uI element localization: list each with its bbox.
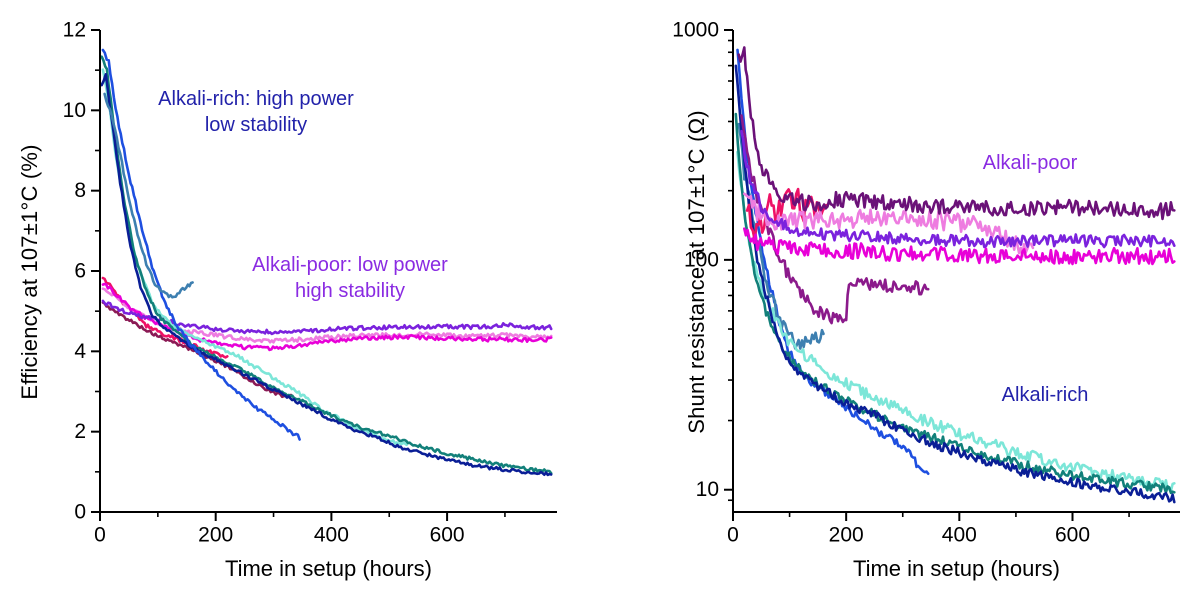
- svg-text:1000: 1000: [672, 19, 719, 42]
- svg-text:0: 0: [727, 523, 739, 545]
- annotation-alkali-rich-high-power: Alkali-rich: high power low stability: [158, 88, 354, 136]
- svg-text:6: 6: [74, 260, 86, 283]
- svg-text:600: 600: [1055, 523, 1090, 545]
- svg-text:4: 4: [74, 340, 86, 363]
- svg-text:400: 400: [314, 523, 349, 545]
- efficiency-panel: 0 2 4 6 8 10 12 0 200 400 600 Efficiency at 107±1°…: [17, 19, 557, 581]
- efficiency-y-axis-title: Efficiency at 107±1°C (%): [17, 144, 42, 400]
- shunt-x-axis-title: Time in setup (hours): [852, 556, 1061, 581]
- svg-text:200: 200: [198, 523, 233, 545]
- svg-text:0: 0: [74, 501, 86, 524]
- svg-text:400: 400: [942, 523, 977, 545]
- svg-text:0: 0: [94, 523, 106, 545]
- shunt-resistance-panel: 10 100 1000 0 200 400 600 Shunt resistance at …: [600, 0, 1200, 607]
- shunt-resistance-chart: 10 100 1000 0 200 400 600: [672, 19, 1180, 545]
- svg-text:2: 2: [74, 420, 86, 443]
- svg-text:200: 200: [829, 523, 864, 545]
- annotation-alkali-poor-low-power: Alkali-poor: low power high stability: [252, 254, 448, 302]
- svg-text:10: 10: [63, 99, 86, 122]
- annotation-alkali-poor: Alkali-poor: [982, 152, 1078, 174]
- svg-text:8: 8: [74, 179, 86, 202]
- efficiency-chart: 0 2 4 6 8 10 12 0 200 400 600: [63, 19, 557, 545]
- svg-text:100: 100: [684, 248, 719, 271]
- shunt-y-axis-title: Shunt resistance at 107±1°C (Ω): [684, 110, 709, 434]
- svg-text:10: 10: [696, 478, 719, 501]
- efficiency-x-axis-title: Time in setup (hours): [224, 556, 433, 581]
- svg-text:600: 600: [430, 523, 465, 545]
- svg-text:12: 12: [63, 19, 86, 42]
- annotation-alkali-rich: Alkali-rich: [1001, 384, 1089, 406]
